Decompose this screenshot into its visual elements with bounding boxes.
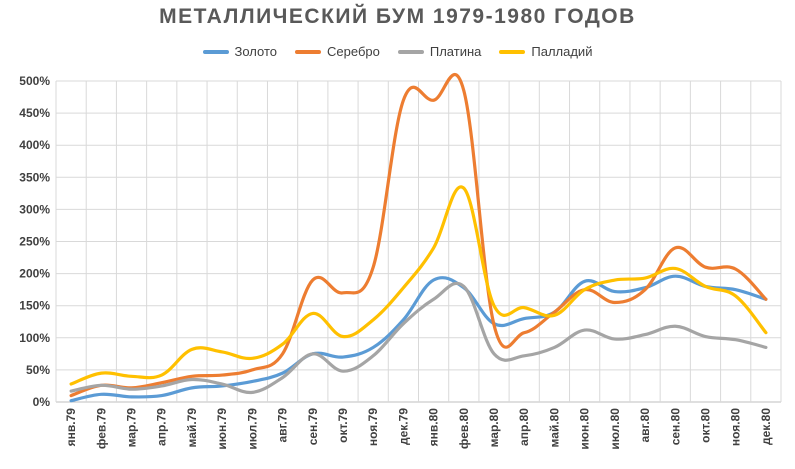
y-tick-label: 500%	[19, 74, 50, 88]
y-tick-label: 350%	[19, 170, 50, 184]
x-tick-label: ноя.79	[366, 408, 380, 446]
x-tick-label: окт.80	[698, 408, 712, 443]
x-tick-label: фев.79	[94, 408, 108, 449]
legend-item-1: Золото	[202, 44, 278, 59]
legend-label: Палладий	[531, 44, 593, 59]
x-tick-label: июн.79	[215, 408, 229, 450]
legend: Золото Серебро Платина Палладий	[0, 44, 795, 59]
series-line-4	[69, 185, 768, 386]
x-tick-label: фев.80	[457, 408, 471, 449]
y-tick-label: 0%	[33, 395, 51, 409]
y-tick-label: 450%	[19, 106, 50, 120]
legend-swatch	[499, 49, 526, 54]
x-tick-label: сен.79	[306, 408, 320, 446]
y-tick-label: 100%	[19, 331, 50, 345]
legend-swatch	[295, 49, 322, 54]
y-tick-label: 400%	[19, 138, 50, 152]
x-tick-label: янв.79	[64, 408, 78, 447]
y-tick-label: 250%	[19, 235, 50, 249]
x-tick-label: мар.80	[487, 408, 501, 448]
x-tick-label: июл.79	[245, 408, 259, 450]
y-tick-label: 300%	[19, 202, 50, 216]
legend-label: Золото	[234, 44, 278, 59]
x-tick-label: авг.80	[638, 408, 652, 443]
series-line-3	[69, 281, 768, 395]
x-tick-label: апр.80	[517, 408, 531, 446]
y-tick-label: 150%	[19, 299, 50, 313]
x-tick-label: ноя.80	[729, 408, 743, 446]
x-tick-label: май.79	[185, 408, 199, 448]
legend-swatch	[397, 49, 424, 54]
y-axis-ticks: 0% 50% 100% 150% 200% 250% 300% 350% 400% 450% 500…	[19, 74, 50, 409]
x-tick-label: дек.79	[396, 408, 410, 445]
legend-label: Серебро	[327, 44, 380, 59]
x-tick-label: сен.80	[668, 408, 682, 446]
series-line-2	[69, 73, 768, 398]
legend-item-2: Серебро	[295, 44, 380, 59]
x-tick-label: апр.79	[155, 408, 169, 446]
x-tick-label: окт.79	[336, 408, 350, 443]
grid	[55, 80, 782, 403]
legend-label: Платина	[429, 44, 482, 59]
chart-title: МЕТАЛЛИЧЕСКИЙ БУМ 1979-1980 ГОДОВ	[159, 5, 636, 28]
x-tick-label: мар.79	[125, 408, 139, 448]
legend-item-4: Палладий	[499, 44, 592, 59]
x-tick-label: авг.79	[276, 408, 290, 443]
y-tick-label: 50%	[26, 363, 50, 377]
legend-swatch	[202, 49, 229, 54]
x-tick-label: май.80	[547, 408, 561, 448]
x-axis-ticks: янв.79 фев.79 мар.79 апр.79 май.79 июн.79 июл.…	[64, 408, 773, 450]
legend-item-3: Платина	[397, 44, 482, 59]
x-tick-label: янв.80	[427, 408, 441, 447]
x-tick-label: июн.80	[578, 408, 592, 450]
y-tick-label: 200%	[19, 267, 50, 281]
series-lines	[69, 73, 768, 403]
x-tick-label: июл.80	[608, 408, 622, 450]
x-tick-label: дек.80	[759, 408, 773, 445]
